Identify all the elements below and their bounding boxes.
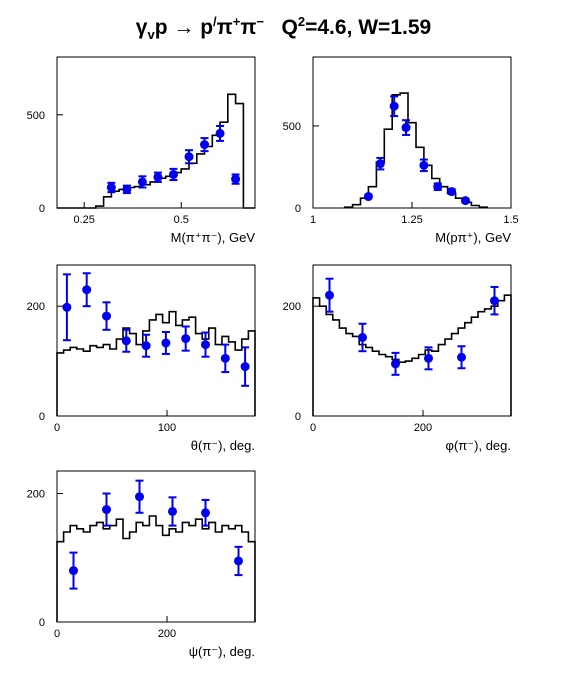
chart-panel-top-left: 0.25 0.5 0 500 M(π⁺π⁻), GeV — [27, 56, 256, 245]
data-point — [102, 311, 111, 321]
y-tick-label: 0 — [39, 411, 45, 423]
data-point — [62, 302, 72, 312]
data-point — [363, 192, 373, 202]
data-point — [184, 152, 194, 162]
x-tick-label: 1.5 — [503, 214, 518, 226]
x-tick-label: 0 — [54, 628, 60, 640]
axes-frame — [312, 264, 512, 417]
x-tick-label: 200 — [158, 628, 176, 640]
data-point — [200, 140, 210, 150]
data-point — [389, 101, 399, 111]
y-tick-label: 200 — [283, 301, 301, 313]
axes-frame — [56, 470, 256, 623]
x-axis-label: M(π⁺π⁻), GeV — [171, 230, 256, 245]
plot-title: γvp → p/π+π− Q2=4.6, W=1.59 — [135, 14, 432, 43]
x-tick-label: 0 — [54, 422, 60, 434]
data-point — [181, 334, 191, 344]
histogram-line — [56, 310, 256, 416]
data-point — [135, 492, 144, 502]
histogram-line — [57, 93, 255, 209]
x-axis-label: φ(π⁻), deg. — [446, 438, 511, 453]
data-point — [447, 187, 457, 197]
chart-panel-middle-left: 0 100 0 200 θ(π⁻), deg. — [27, 264, 256, 453]
x-tick-label: 0.5 — [174, 214, 189, 226]
axes-frame — [56, 56, 256, 209]
data-point — [137, 177, 147, 187]
data-point — [433, 182, 443, 192]
data-point — [391, 359, 400, 369]
data-point — [106, 182, 116, 192]
data-point — [419, 160, 429, 170]
data-point — [375, 159, 385, 169]
chart-panel-top-right: 1 1.25 1.5 0 500 M(pπ⁺), GeV — [283, 56, 519, 245]
data-point — [168, 506, 177, 516]
y-tick-label: 0 — [295, 203, 301, 215]
x-tick-label: 1.25 — [401, 214, 422, 226]
data-point — [234, 556, 243, 566]
histogram-line — [56, 515, 256, 622]
x-tick-label: 0.25 — [73, 214, 94, 226]
data-point — [220, 353, 230, 363]
data-point — [82, 285, 92, 295]
data-point — [457, 352, 466, 362]
chart-panel-middle-right: 0 200 0 200 φ(π⁻), deg. — [283, 264, 512, 453]
data-point — [201, 340, 210, 350]
x-tick-label: 100 — [158, 422, 176, 434]
data-point — [490, 296, 499, 306]
data-point — [141, 341, 151, 351]
y-tick-label: 0 — [39, 617, 45, 629]
histogram-line — [343, 92, 488, 208]
data-point — [460, 196, 470, 206]
data-point — [122, 184, 132, 194]
data-point — [153, 172, 163, 182]
y-tick-label: 500 — [27, 110, 45, 122]
data-point — [358, 332, 367, 342]
y-tick-label: 200 — [27, 301, 45, 313]
data-point — [401, 123, 411, 133]
data-point — [69, 566, 78, 576]
data-point — [168, 169, 178, 179]
x-axis-label: M(pπ⁺), GeV — [435, 230, 511, 245]
y-tick-label: 0 — [295, 411, 301, 423]
x-tick-label: 200 — [414, 422, 432, 434]
y-tick-label: 500 — [283, 121, 301, 133]
data-point — [215, 128, 225, 138]
data-point — [424, 353, 433, 363]
histogram-line — [312, 294, 512, 416]
x-axis-label: θ(π⁻), deg. — [191, 438, 255, 453]
data-point — [240, 362, 250, 372]
axes-frame — [312, 56, 512, 209]
x-tick-label: 1 — [310, 214, 316, 226]
data-point — [161, 338, 171, 348]
data-point — [325, 290, 334, 300]
y-tick-label: 200 — [27, 488, 45, 500]
chart-panel-bottom-left: 0 200 0 200 ψ(π⁻), deg. — [27, 470, 256, 659]
y-tick-label: 0 — [39, 203, 45, 215]
x-axis-label: ψ(π⁻), deg. — [189, 644, 255, 659]
data-point — [231, 174, 241, 184]
data-point — [102, 505, 111, 515]
x-tick-label: 0 — [310, 422, 316, 434]
data-point — [121, 336, 131, 346]
data-point — [201, 508, 210, 518]
